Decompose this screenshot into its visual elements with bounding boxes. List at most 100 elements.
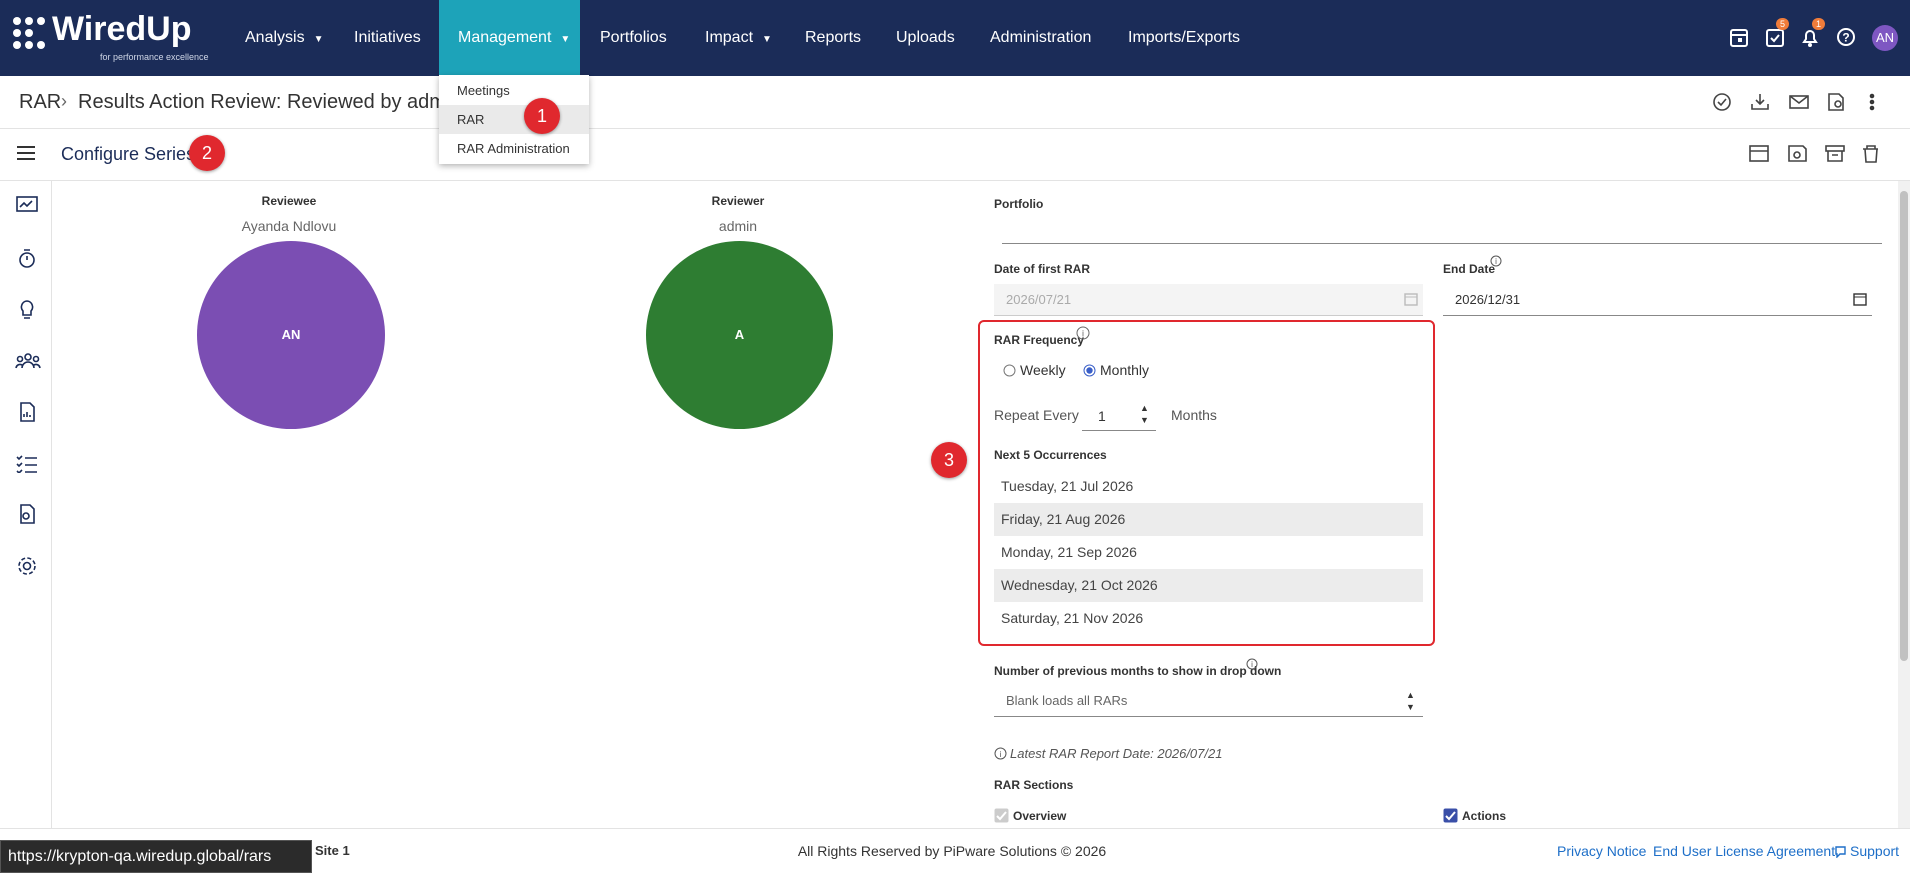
menu-icon[interactable] (16, 144, 36, 162)
sidebar-icon[interactable] (15, 299, 39, 321)
bell-icon[interactable] (1800, 26, 1820, 48)
occurrence: Saturday, 21 Nov 2026 (1001, 610, 1144, 626)
nav-item[interactable]: Uploads (896, 29, 955, 46)
nav-item[interactable]: Reports (805, 29, 862, 46)
repeat-label: Repeat Every (994, 407, 1079, 423)
checkbox-overview (994, 808, 1009, 823)
sidebar-icon[interactable] (15, 503, 39, 525)
calendar-icon[interactable] (1853, 292, 1867, 306)
svg-text:i: i (1082, 329, 1084, 339)
breadcrumb-title: Results Action Review: Reviewed by admin (78, 91, 462, 113)
toolbar-actions (1749, 145, 1878, 163)
dropdown-item[interactable]: Meetings (457, 83, 510, 98)
nav-item[interactable]: Portfolios (600, 29, 667, 46)
reviewer-avatar: A (646, 241, 833, 429)
footer-link[interactable]: End User License Agreement (1653, 843, 1836, 859)
sidebar-icon[interactable] (15, 195, 39, 215)
months-placeholder: Blank loads all RARs (1006, 693, 1128, 708)
svg-text:i: i (1495, 257, 1497, 266)
occurrence: Monday, 21 Sep 2026 (1001, 544, 1137, 560)
nav-item[interactable]: Impact ▼ (705, 29, 772, 46)
tasks-icon[interactable] (1765, 26, 1785, 48)
active-tab (439, 0, 580, 76)
notifications-count: 1 (1812, 18, 1826, 30)
checkbox-actions[interactable] (1443, 808, 1458, 823)
footer-site: Site 1 (315, 843, 350, 858)
first-date-label: Date of first RAR (994, 262, 1091, 276)
frequency-label: RAR Frequency (994, 333, 1085, 347)
footer-link[interactable]: Support (1850, 843, 1900, 859)
radio-weekly[interactable] (1003, 364, 1016, 377)
scroll-thumb[interactable] (1900, 191, 1908, 661)
status-bar: https://krypton-qa.wiredup.global/rars (0, 840, 312, 873)
radio-label: Weekly (1020, 362, 1066, 378)
reviewee-name: Ayanda Ndlovu (241, 218, 337, 234)
status-url: https://krypton-qa.wiredup.global/rars (8, 848, 272, 865)
reviewer-label: Reviewer (711, 194, 765, 208)
latest-report: Latest RAR Report Date: 2026/07/21 (1010, 746, 1223, 761)
occurrences-label: Next 5 Occurrences (994, 448, 1107, 462)
radio-monthly[interactable] (1083, 364, 1096, 377)
reviewee-avatar: AN (197, 241, 385, 429)
occurrence: Tuesday, 21 Jul 2026 (1001, 478, 1134, 494)
toolbar-title: Configure Series (61, 144, 196, 164)
months-select[interactable]: Blank loads all RARs ▲ ▼ (994, 686, 1423, 717)
avatar[interactable]: AN (1872, 25, 1898, 51)
sidebar-icon[interactable] (15, 555, 39, 577)
portfolio-input[interactable] (1002, 243, 1882, 244)
sections-label: RAR Sections (994, 778, 1074, 792)
spinner[interactable]: ▲ ▼ (1140, 403, 1149, 425)
nav-item[interactable]: Analysis ▼ (245, 29, 324, 46)
repeat-value: 1 (1098, 408, 1106, 424)
scrollbar[interactable] (1898, 181, 1910, 828)
sidebar-icon[interactable] (15, 401, 39, 423)
end-date-value: 2026/12/31 (1455, 292, 1521, 307)
sidebar (0, 181, 52, 828)
checkbox-label: Actions (1462, 809, 1507, 823)
end-date-label: End Date (1443, 262, 1496, 276)
footer (0, 828, 1910, 874)
end-date-input[interactable]: 2026/12/31 (1443, 284, 1872, 316)
footer-copyright: All Rights Reserved by PiPware Solutions… (797, 843, 1107, 859)
first-date-value: 2026/07/21 (1006, 292, 1072, 307)
calendar-icon[interactable] (1729, 26, 1749, 48)
checkbox-label: Overview (1013, 809, 1067, 823)
logo[interactable]: WiredUp (52, 10, 192, 48)
nav-item[interactable]: Initiatives (354, 29, 421, 46)
nav-label: Impact (705, 29, 754, 46)
info-icon[interactable]: i (1490, 255, 1502, 267)
page-actions (1713, 93, 1875, 111)
tasks-count: 5 (1776, 18, 1790, 30)
help-icon[interactable]: ? (1836, 27, 1856, 47)
select-arrows: ▲ ▼ (1406, 690, 1415, 712)
breadcrumb-sep: › (61, 91, 67, 111)
reviewer-name: admin (718, 218, 758, 234)
nav-item[interactable]: Imports/Exports (1128, 29, 1241, 46)
info-icon[interactable]: i (1076, 326, 1090, 340)
dropdown-item[interactable]: RAR (457, 112, 485, 127)
nav-item[interactable]: Management ▼ (458, 29, 571, 46)
breadcrumb-root[interactable]: RAR (19, 91, 62, 113)
sidebar-icon[interactable] (15, 247, 39, 269)
dropdown-menu: Meetings RAR RAR Administration (439, 75, 589, 164)
occurrence: Friday, 21 Aug 2026 (994, 503, 1423, 536)
radio-label: Monthly (1100, 362, 1150, 378)
logo-mark (13, 17, 45, 49)
first-date-input: 2026/07/21 (994, 284, 1423, 316)
svg-text:?: ? (1842, 31, 1849, 45)
repeat-input[interactable]: 1 ▲ ▼ (1082, 400, 1156, 431)
dropdown-item[interactable]: RAR Administration (457, 141, 570, 156)
nav-label: Analysis (245, 29, 305, 46)
nav-item[interactable]: Administration (990, 29, 1092, 46)
svg-text:i: i (1000, 750, 1002, 759)
toolbar: Configure Series (0, 128, 1910, 181)
sidebar-icon[interactable] (15, 453, 39, 473)
dropdown-highlight (439, 105, 589, 134)
support-icon (1835, 846, 1846, 858)
footer-link[interactable]: Privacy Notice (1557, 843, 1647, 859)
info-icon[interactable]: i (1246, 658, 1258, 670)
tagline: for performance excellence (100, 52, 209, 62)
sidebar-icon[interactable] (15, 351, 41, 371)
months-label: Number of previous months to show in dro… (994, 664, 1282, 678)
